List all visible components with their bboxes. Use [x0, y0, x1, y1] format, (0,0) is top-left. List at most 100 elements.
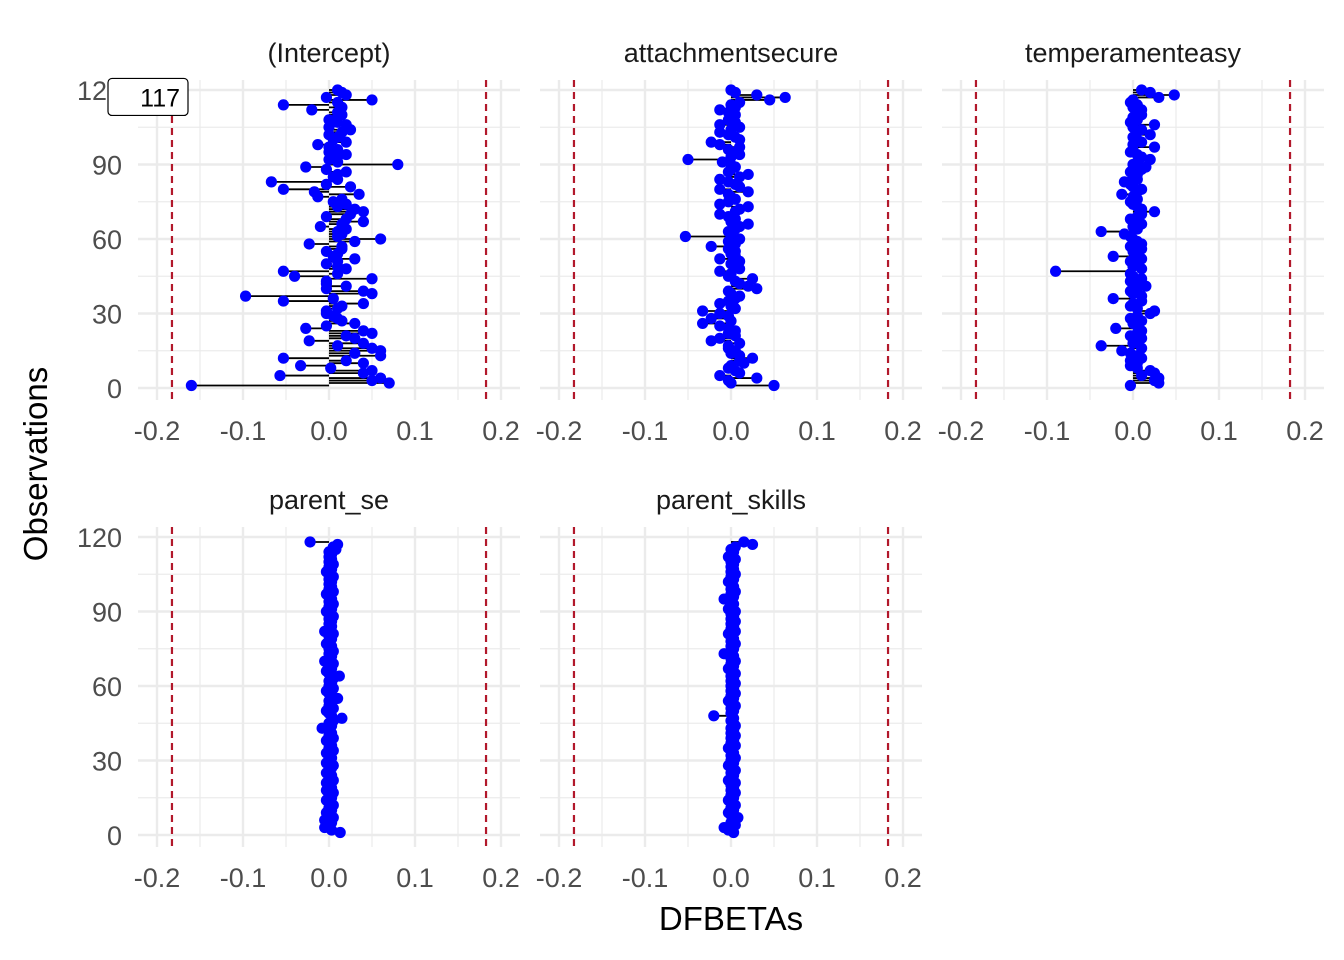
- x-tick-label: 0.0: [712, 416, 750, 446]
- dfbeta-point: [697, 317, 709, 330]
- x-tick-label: 0.2: [1286, 416, 1324, 446]
- dfbeta-point: [366, 94, 378, 106]
- dfbeta-point: [742, 186, 754, 198]
- dfbeta-point: [1116, 345, 1128, 357]
- dfbeta-point: [375, 233, 387, 245]
- dfbeta-point: [349, 347, 361, 359]
- dfbeta-point: [320, 178, 333, 190]
- dfbeta-point: [320, 91, 333, 104]
- dfbeta-point: [1127, 297, 1139, 310]
- x-tick-label: -0.2: [938, 416, 985, 446]
- dfbeta-point: [340, 330, 352, 342]
- dfbeta-point: [714, 253, 726, 265]
- x-tick-label: 0.1: [798, 863, 836, 893]
- dfbeta-point: [383, 377, 395, 389]
- dfbeta-point: [332, 340, 344, 352]
- panel-title: parent_se: [269, 485, 389, 515]
- dfbeta-point: [682, 153, 694, 166]
- x-tick-label: -0.2: [536, 416, 583, 446]
- dfbeta-point: [751, 372, 763, 384]
- outlier-callout: 117: [107, 77, 189, 117]
- dfbeta-point: [722, 144, 735, 156]
- dfbeta-point: [333, 670, 345, 682]
- dfbeta-point: [1144, 86, 1156, 99]
- dfbeta-point: [705, 240, 717, 253]
- y-tick-label: 90: [92, 151, 122, 181]
- dfbeta-point: [1095, 225, 1107, 238]
- panel-2: temperamenteasy -0.2 -0.1 0.0 0.1 0.2: [938, 38, 1324, 446]
- panel-title: (Intercept): [267, 38, 390, 68]
- dfbeta-point: [320, 211, 333, 223]
- y-tick-label: 60: [92, 672, 122, 702]
- dfbeta-point: [323, 114, 335, 126]
- dfbeta-point: [392, 158, 404, 171]
- x-tick-label: 0.1: [1200, 416, 1238, 446]
- dfbeta-point: [349, 203, 361, 215]
- dfbeta-point: [742, 168, 754, 181]
- dfbeta-point: [722, 310, 735, 322]
- dfbeta-point: [725, 84, 737, 96]
- dfbeta-point: [265, 176, 277, 188]
- dfbeta-point: [1136, 84, 1148, 96]
- dfbeta-point: [714, 307, 726, 320]
- dfbeta-point: [366, 288, 378, 300]
- dfbeta-point: [336, 712, 348, 724]
- dfbeta-point: [320, 320, 333, 332]
- dfbeta-point: [751, 283, 763, 295]
- x-tick-label: 0.0: [310, 863, 348, 893]
- dfbeta-point: [729, 541, 741, 553]
- dfbeta-point: [1124, 255, 1137, 267]
- dfbeta-point: [357, 337, 369, 349]
- dfbeta-point: [1127, 94, 1139, 106]
- dfbeta-point: [357, 297, 369, 310]
- dfbeta-point: [722, 188, 735, 200]
- dfbeta-point: [725, 360, 737, 372]
- dfbeta-point: [1148, 206, 1161, 218]
- panel-3: parent_se -0.2 -0.1 0.0 0.1 0.2 0 30 60 90 120: [77, 485, 520, 893]
- dfbeta-point: [312, 139, 324, 151]
- dfbeta-point: [714, 208, 726, 220]
- dfbeta-point: [738, 536, 750, 548]
- dfbeta-point: [1148, 305, 1161, 317]
- dfbeta-point: [303, 238, 315, 250]
- dfbeta-point: [1136, 183, 1148, 195]
- dfbeta-point: [779, 91, 791, 104]
- dfbeta-point: [1168, 89, 1180, 101]
- dfbeta-point: [1136, 124, 1148, 136]
- dfbeta-point: [334, 826, 346, 839]
- dfbeta-point: [340, 119, 352, 131]
- dfbeta-point: [768, 379, 780, 392]
- panel-title: parent_skills: [656, 485, 806, 515]
- dfbeta-point: [697, 305, 709, 317]
- x-tick-label: 0.2: [482, 863, 520, 893]
- dfbeta-point: [1110, 322, 1122, 334]
- dfbeta-point: [716, 156, 729, 168]
- dfbeta-point: [357, 367, 369, 379]
- y-tick-label: 0: [107, 821, 122, 851]
- dfbeta-point: [314, 220, 326, 233]
- dfbeta-point: [1118, 176, 1130, 188]
- dfbeta-point: [336, 240, 348, 253]
- dfbeta-point: [1050, 265, 1062, 277]
- dfbeta-point: [734, 233, 746, 245]
- dfbeta-point: [289, 270, 301, 282]
- dfbeta-point: [277, 265, 290, 277]
- y-tick-label: 0: [107, 374, 122, 404]
- dfbeta-point: [349, 332, 361, 344]
- dfbeta-point: [340, 136, 352, 148]
- y-tick-label: 30: [92, 300, 122, 330]
- dfbeta-point: [320, 275, 333, 287]
- dfbeta-point: [366, 374, 378, 387]
- x-tick-label: -0.2: [134, 863, 181, 893]
- dfbeta-point: [714, 297, 726, 310]
- dfbeta-point: [1136, 273, 1148, 285]
- x-tick-label: 0.0: [712, 863, 750, 893]
- dfbeta-point: [277, 352, 290, 364]
- dfbeta-point: [274, 369, 286, 382]
- x-tick-label: -0.2: [536, 863, 583, 893]
- dfbeta-point: [300, 322, 312, 334]
- dfbeta-point: [320, 163, 333, 176]
- x-tick-label: 0.2: [884, 416, 922, 446]
- dfbeta-point: [722, 374, 735, 387]
